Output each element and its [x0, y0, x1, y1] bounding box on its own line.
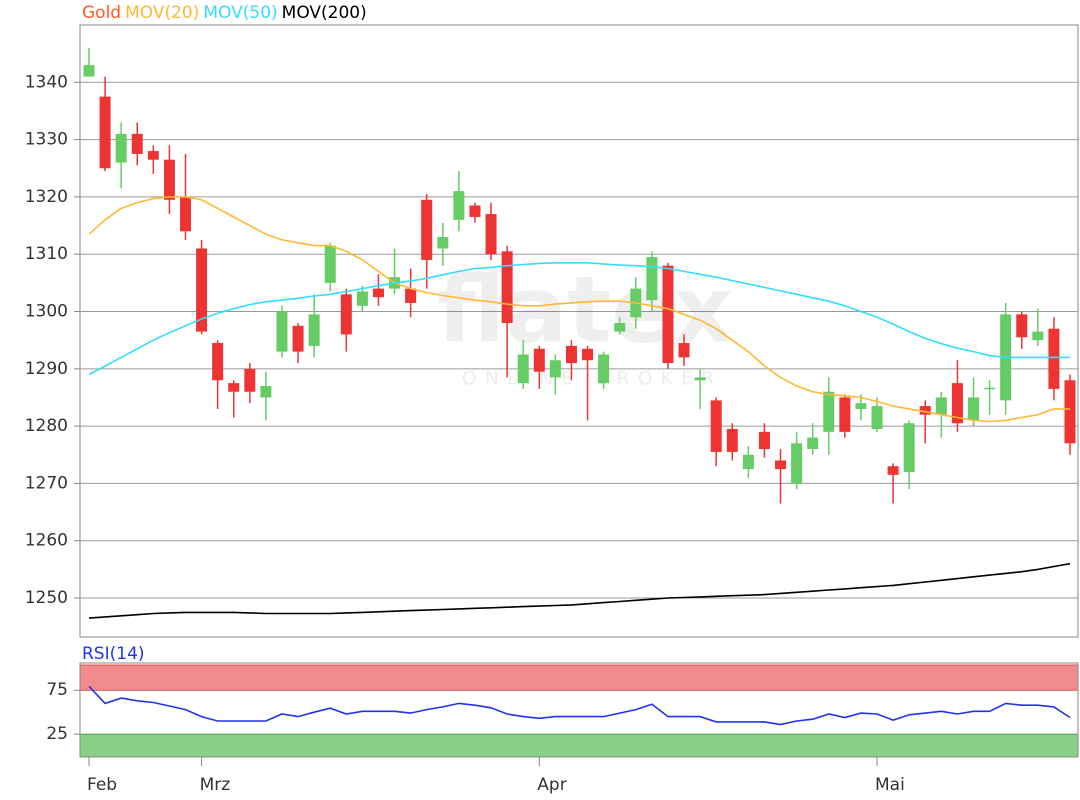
candle-body	[823, 391, 835, 432]
candle-body	[83, 65, 95, 77]
candle-body	[147, 151, 159, 160]
candle-body	[678, 343, 690, 358]
candle-body	[292, 325, 304, 352]
candle-body	[196, 248, 208, 332]
candle-body	[919, 406, 931, 415]
y-tick-label: 1330	[25, 130, 68, 150]
candle-body	[324, 245, 336, 283]
y-tick-label: 1340	[25, 72, 68, 92]
series-line	[88, 196, 1070, 423]
candle-body	[485, 214, 497, 255]
candle-body	[228, 383, 240, 392]
legend-label: MOV(50)	[203, 3, 277, 23]
candle-body	[549, 360, 561, 378]
candle-body	[791, 443, 803, 484]
candle-body	[276, 311, 288, 352]
y-tick-label: 1280	[25, 416, 68, 436]
candle-body	[775, 460, 787, 470]
candle-body	[951, 383, 963, 424]
candle-body	[855, 403, 867, 409]
candle-body	[871, 406, 883, 429]
candle-body	[372, 288, 384, 298]
candle-body	[758, 431, 770, 450]
candle-body	[694, 377, 706, 381]
x-tick-label: Mai	[875, 775, 905, 795]
candle-body	[565, 345, 577, 364]
candle-body	[533, 348, 545, 372]
y-tick-label: 25	[46, 724, 68, 744]
y-tick-label: 1310	[25, 244, 68, 264]
candle-body	[469, 205, 481, 217]
x-tick-label: Feb	[87, 775, 117, 795]
candle-body	[839, 397, 851, 432]
candle-body	[1048, 328, 1060, 389]
candle-body	[308, 314, 320, 346]
series-line	[88, 262, 1070, 376]
candle-body	[405, 288, 417, 303]
series-line	[88, 685, 1071, 726]
y-tick-label: 1260	[25, 531, 68, 551]
candle-body	[646, 257, 658, 301]
candle-body	[163, 159, 175, 200]
candle-body	[340, 294, 352, 335]
candle-body	[99, 96, 111, 169]
candle-body	[935, 397, 947, 415]
candle-body	[598, 354, 610, 384]
y-tick-label: 1290	[25, 359, 68, 379]
plot-frame	[79, 662, 1079, 758]
candle-body	[260, 386, 272, 398]
candle-body	[356, 291, 368, 306]
candle-body	[903, 423, 915, 472]
candle-body	[453, 191, 465, 220]
candle-body	[1064, 380, 1076, 444]
candle-body	[984, 387, 996, 390]
indicator-label: RSI(14)	[82, 644, 145, 664]
candle-body	[1016, 314, 1028, 338]
candle-body	[742, 454, 754, 470]
x-tick-label: Apr	[537, 775, 566, 795]
legend-label: MOV(20)	[125, 3, 199, 23]
candle-body	[437, 237, 449, 249]
candle-body	[244, 368, 256, 392]
candle-body	[1032, 331, 1044, 341]
candle-body	[115, 133, 127, 163]
candle-body	[807, 437, 819, 450]
legend-label: Gold	[82, 3, 121, 23]
x-tick-label: Mrz	[200, 775, 231, 795]
candle-body	[968, 397, 980, 421]
y-tick-label: 1300	[25, 302, 68, 322]
y-tick-label: 1250	[25, 588, 68, 608]
overbought-band	[79, 664, 1079, 691]
candle-body	[582, 348, 594, 361]
candle-body	[710, 400, 722, 452]
y-tick-label: 1270	[25, 473, 68, 493]
series-line	[88, 562, 1071, 619]
candle-body	[614, 322, 626, 332]
legend-label: MOV(200)	[282, 3, 367, 23]
candle-body	[517, 354, 529, 384]
candle-body	[887, 466, 899, 475]
legend: Gold MOV(20) MOV(50) MOV(200)	[82, 3, 367, 23]
watermark-tagline: ONLINE BROKER	[462, 368, 722, 390]
candle-body	[179, 196, 191, 232]
candle-body	[131, 133, 143, 154]
candle-body	[421, 199, 433, 260]
y-tick-label: 1320	[25, 187, 68, 207]
plot-area	[79, 24, 1079, 638]
oversold-band	[79, 733, 1079, 758]
candle-body	[501, 251, 513, 323]
candle-body	[212, 343, 224, 381]
candle-body	[726, 428, 738, 452]
candle-body	[662, 265, 674, 364]
y-tick-label: 75	[46, 680, 68, 700]
